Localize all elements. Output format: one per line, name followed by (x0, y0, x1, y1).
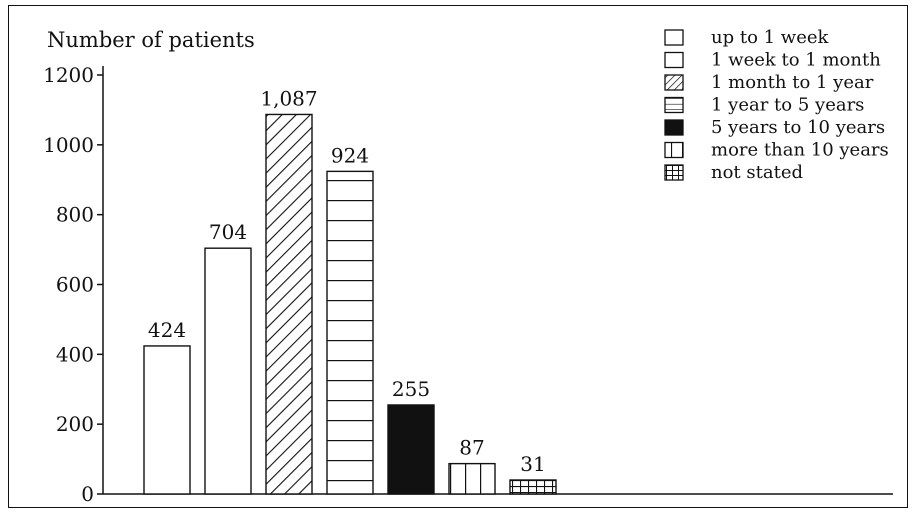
y-tick-label: 800 (56, 203, 94, 227)
bar-7 (509, 479, 557, 495)
legend-swatch (664, 96, 684, 114)
legend-label: 5 years to 10 years (711, 117, 885, 138)
y-axis-ticks: 0 200 400 600 800 1000 1200 (43, 63, 103, 506)
legend-swatch (664, 164, 684, 181)
bar-3 (265, 113, 313, 495)
y-tick-label: 200 (56, 412, 94, 436)
data-labels: 424 704 1,087 924 255 87 31 (148, 86, 546, 476)
bars (143, 113, 557, 495)
data-label: 255 (392, 377, 430, 401)
legend-label: not stated (711, 162, 803, 183)
legend-label: 1 year to 5 years (711, 95, 864, 116)
legend-swatch (664, 29, 684, 46)
legend-label: 1 month to 1 year (711, 72, 874, 93)
y-tick-label: 1000 (43, 133, 94, 157)
data-label: 31 (520, 452, 545, 476)
legend-swatch (664, 51, 684, 69)
legend-swatch (664, 141, 684, 159)
data-label: 704 (209, 220, 247, 244)
y-tick-label: 400 (56, 342, 94, 366)
y-tick-label: 1200 (43, 63, 94, 87)
y-tick-label: 0 (81, 482, 94, 506)
y-tick-label: 600 (56, 273, 94, 297)
data-label: 424 (148, 318, 186, 342)
data-label: 1,087 (260, 86, 317, 110)
y-axis-title: Number of patients (47, 28, 255, 52)
bar-2 (204, 247, 252, 495)
bar-4 (326, 170, 374, 495)
data-label: 924 (331, 143, 369, 167)
legend-label: 1 week to 1 month (711, 50, 881, 71)
bar-1 (143, 345, 191, 495)
bar-6 (448, 462, 496, 495)
legend-label: up to 1 week (711, 27, 830, 48)
legend-swatch (664, 74, 684, 91)
bar-5 (387, 404, 435, 495)
legend-swatch (664, 119, 684, 136)
legend-label: more than 10 years (711, 140, 889, 161)
data-label: 87 (459, 436, 484, 460)
